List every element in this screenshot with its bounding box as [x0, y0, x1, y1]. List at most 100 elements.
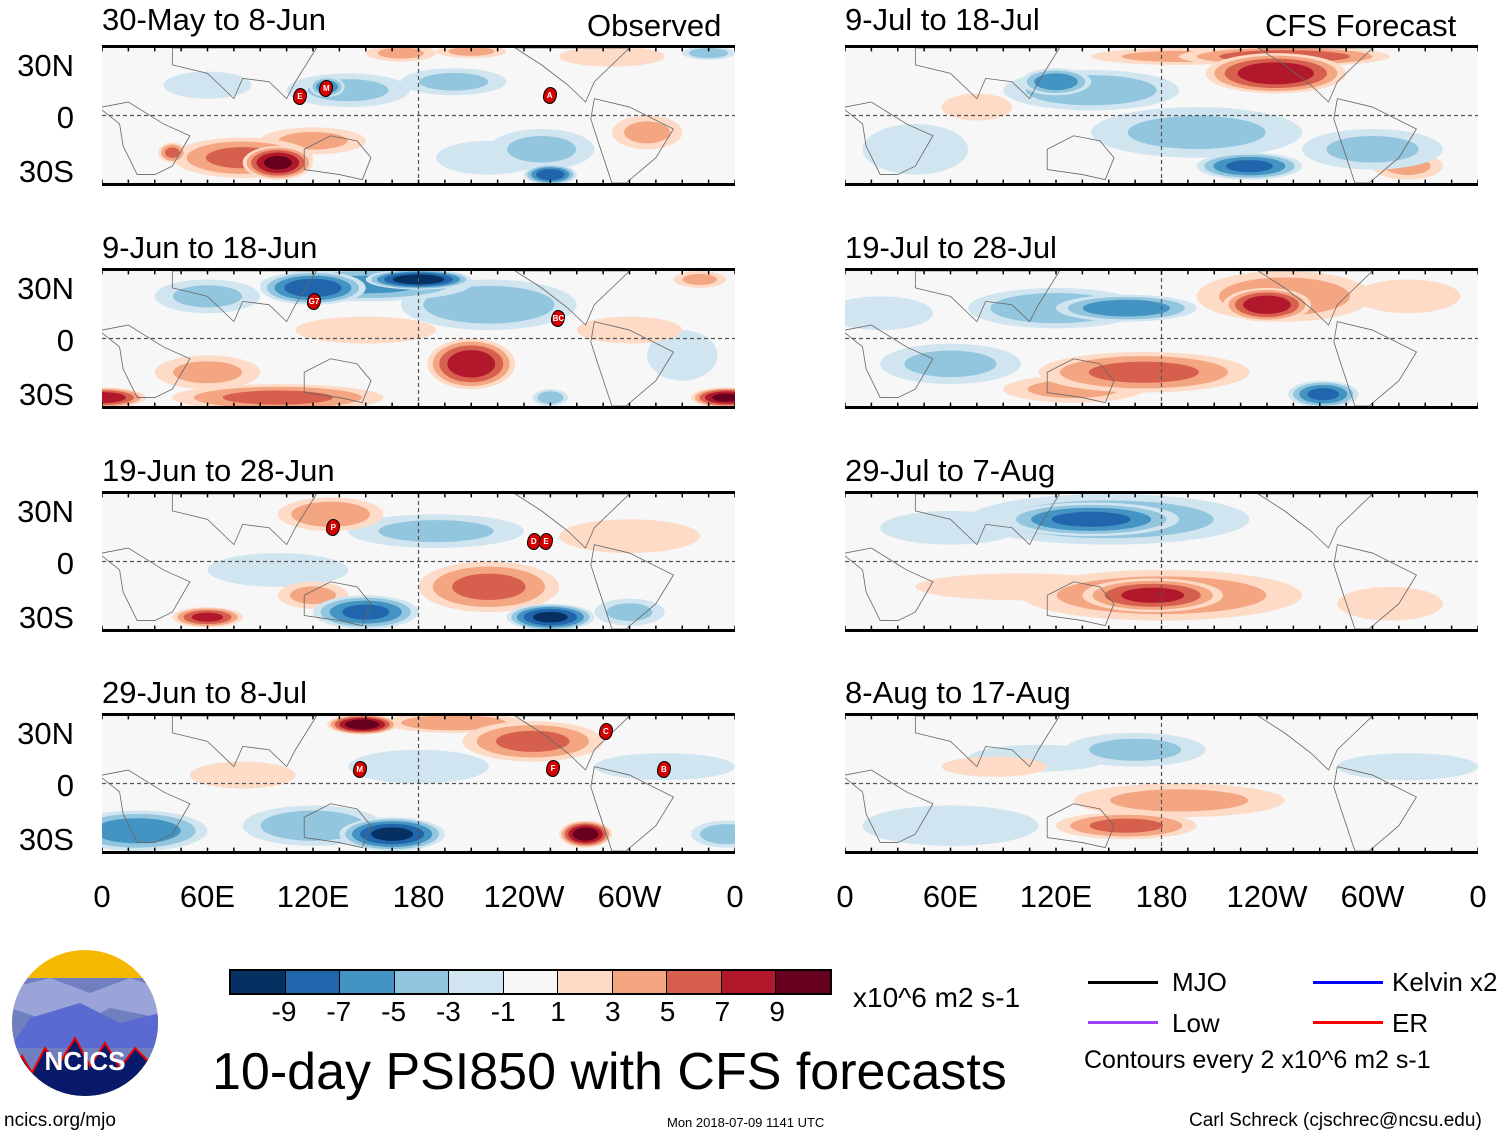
- positive-anomaly: [263, 156, 292, 170]
- colorbar-bin: [449, 971, 504, 993]
- longitude-label: 0: [726, 879, 744, 914]
- positive-anomaly: [189, 761, 296, 789]
- map-panel-forecast: [845, 713, 1478, 854]
- colorbar-tick-label: -9: [271, 996, 297, 1027]
- tropical-cyclone-marker: M: [319, 79, 334, 97]
- positive-anomaly: [291, 501, 370, 527]
- map-panel-observed: G7 BC: [102, 268, 735, 409]
- negative-anomaly: [647, 330, 718, 381]
- negative-anomaly: [536, 169, 565, 181]
- coastlines: [845, 271, 1416, 406]
- latitude-label: 0: [56, 323, 74, 358]
- colorbar-bin: [340, 971, 395, 993]
- positive-anomaly: [448, 48, 495, 56]
- map-panel-observed: C M F B: [102, 713, 735, 854]
- colorbar-units: x10^6 m2 s-1: [853, 982, 1021, 1013]
- colorbar-tick-label: 5: [659, 996, 676, 1027]
- observed-header: Observed: [587, 8, 722, 43]
- panel-title: 30-May to 8-Jun: [102, 2, 326, 37]
- positive-anomaly: [1110, 789, 1249, 812]
- coastlines: [845, 494, 1416, 629]
- positive-anomaly: [401, 716, 507, 731]
- latitude-label: 30S: [18, 377, 74, 412]
- negative-anomaly: [845, 296, 933, 331]
- positive-anomaly: [559, 48, 665, 67]
- colorbar-bin: [558, 971, 613, 993]
- positive-anomaly: [624, 121, 671, 144]
- colorbar-tick-label: -5: [381, 996, 407, 1027]
- er-line-swatch: [1313, 1021, 1383, 1024]
- latitude-label: 0: [56, 768, 74, 803]
- coastlines: [845, 716, 1416, 851]
- longitude-label: 0: [1469, 879, 1487, 914]
- panel-title: 29-Jun to 8-Jul: [102, 675, 308, 710]
- positive-anomaly: [289, 586, 337, 605]
- negative-anomaly: [419, 72, 489, 91]
- colorbar-bin: [667, 971, 722, 993]
- longitude-label: 120W: [483, 879, 565, 914]
- coastlines: [102, 494, 673, 629]
- low-line-swatch: [1088, 1021, 1158, 1024]
- panel-title: 9-Jun to 18-Jun: [102, 230, 318, 265]
- positive-anomaly: [345, 719, 380, 730]
- longitude-label: 0: [93, 879, 111, 914]
- legend-mjo: MJO: [1172, 967, 1227, 997]
- negative-anomaly: [700, 824, 735, 845]
- positive-anomaly: [1354, 279, 1461, 314]
- negative-anomaly: [1034, 73, 1078, 91]
- panel-title: 8-Aug to 17-Aug: [845, 675, 1071, 710]
- legend-low: Low: [1172, 1008, 1220, 1038]
- latitude-label: 30S: [18, 600, 74, 635]
- colorbar-bin: [231, 971, 286, 993]
- legend-kelvin: Kelvin x2: [1392, 967, 1498, 997]
- coastlines: [102, 716, 673, 851]
- tropical-cyclone-marker: F: [546, 759, 561, 777]
- latitude-label: 30N: [17, 494, 74, 529]
- colorbar-tick-label: -3: [435, 996, 461, 1027]
- tropical-cyclone-marker: P: [326, 519, 341, 537]
- positive-anomaly: [572, 827, 599, 841]
- longitude-label: 180: [392, 879, 445, 914]
- negative-anomaly: [507, 135, 577, 163]
- negative-anomaly: [537, 391, 564, 404]
- tropical-cyclone-marker: E: [292, 88, 307, 106]
- longitude-label: 60W: [597, 879, 662, 914]
- panel-title: 19-Jul to 28-Jul: [845, 230, 1057, 265]
- negative-anomaly: [688, 48, 729, 59]
- negative-anomaly: [904, 350, 997, 378]
- positive-anomaly: [172, 361, 243, 384]
- positive-anomaly: [496, 730, 570, 752]
- negative-anomaly: [1225, 160, 1274, 173]
- negative-anomaly: [1082, 299, 1170, 317]
- colorbar-bin: [776, 971, 830, 993]
- tropical-cyclone-marker: BC: [551, 309, 566, 327]
- logo-text: NCICS: [45, 1046, 126, 1076]
- legend-er: ER: [1392, 1008, 1429, 1038]
- tropical-cyclone-marker: B: [656, 761, 671, 779]
- positive-anomaly: [377, 48, 424, 59]
- colorbar: [229, 969, 832, 995]
- negative-anomaly: [1337, 753, 1478, 781]
- kelvin-line-swatch: [1313, 981, 1383, 984]
- map-panel-forecast: [845, 268, 1478, 409]
- longitude-label: 180: [1135, 879, 1188, 914]
- negative-anomaly: [378, 520, 494, 543]
- positive-anomaly: [1088, 361, 1200, 383]
- panel-title: 9-Jul to 18-Jul: [845, 2, 1040, 37]
- colorbar-bin: [394, 971, 449, 993]
- tropical-cyclone-marker: A: [542, 86, 557, 104]
- negative-anomaly: [284, 278, 342, 298]
- positive-anomaly: [222, 390, 333, 405]
- positive-anomaly: [1337, 586, 1443, 621]
- negative-anomaly: [532, 611, 568, 623]
- tropical-cyclone-marker: C: [598, 722, 613, 740]
- longitude-label: 60W: [1340, 879, 1405, 914]
- negative-anomaly: [102, 818, 181, 844]
- footer-url[interactable]: ncics.org/mjo: [4, 1110, 116, 1131]
- positive-anomaly: [559, 519, 700, 554]
- colorbar-tick-label: 3: [605, 996, 621, 1027]
- latitude-label: 30N: [17, 48, 74, 83]
- positive-anomaly: [447, 350, 496, 378]
- positive-anomaly: [102, 392, 126, 404]
